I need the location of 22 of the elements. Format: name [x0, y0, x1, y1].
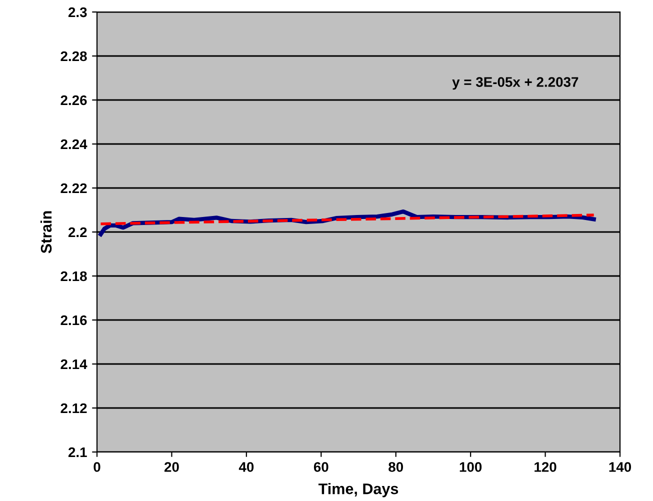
- y-axis-title: Strain: [40, 211, 52, 254]
- x-tick-label: 0: [94, 462, 100, 472]
- y-tick-label: 2.28: [60, 51, 87, 62]
- y-tick-label: 2.12: [60, 403, 87, 414]
- x-tick-label: 60: [314, 462, 328, 472]
- y-tick-label: 2.14: [60, 359, 88, 370]
- annotation: y = 3E-05x + 2.2037: [452, 77, 578, 90]
- y-tick-label: 2.1: [68, 447, 87, 458]
- x-tick-label: 20: [164, 462, 179, 472]
- y-tick-label: 2.2: [68, 227, 87, 238]
- y-tick-label: 2.24: [60, 139, 88, 150]
- x-tick-label: 100: [460, 462, 482, 472]
- y-tick-label: 2.16: [60, 315, 87, 326]
- x-tick-label: 120: [534, 462, 556, 472]
- x-axis-title: Time, Days: [318, 483, 398, 498]
- y-tick-label: 2.22: [60, 183, 87, 194]
- y-tick-label: 2.3: [68, 7, 87, 18]
- y-tick-label: 2.18: [60, 271, 87, 282]
- y-tick-label: 2.26: [60, 95, 87, 106]
- x-tick-label: 80: [388, 462, 404, 472]
- x-tick-label: 140: [609, 462, 632, 472]
- x-tick-label: 40: [238, 462, 254, 472]
